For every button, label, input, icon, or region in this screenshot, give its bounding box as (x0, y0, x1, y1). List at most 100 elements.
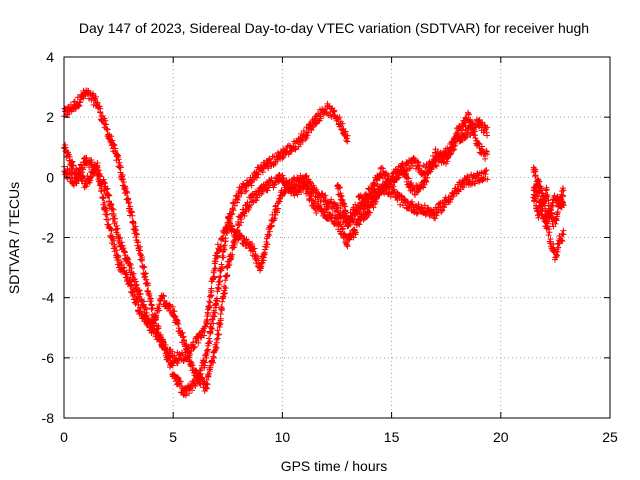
data-point (201, 329, 208, 336)
data-point (460, 184, 467, 191)
data-point (399, 160, 406, 167)
data-point (285, 181, 292, 188)
data-point (341, 203, 348, 210)
data-point (559, 238, 566, 245)
data-point (294, 181, 301, 188)
data-point (229, 211, 236, 218)
data-point (218, 243, 225, 250)
chart-title: Day 147 of 2023, Sidereal Day-to-day VTE… (79, 20, 589, 36)
data-point (224, 272, 231, 279)
data-point (559, 188, 566, 195)
data-point (398, 192, 405, 199)
data-point (220, 254, 227, 261)
data-point (123, 188, 130, 195)
data-point (373, 193, 380, 200)
data-point (551, 192, 558, 199)
data-point (553, 252, 560, 259)
data-point (533, 188, 540, 195)
data-point (169, 303, 176, 310)
data-point (543, 186, 550, 193)
data-point (90, 92, 97, 99)
data-point (124, 196, 131, 203)
data-point (206, 302, 213, 309)
data-point (171, 312, 178, 319)
y-tick-label: -4 (42, 290, 55, 306)
data-point (417, 205, 424, 212)
data-point (370, 204, 377, 211)
data-point (541, 198, 548, 205)
data-point (146, 318, 153, 325)
data-point (100, 176, 107, 183)
data-point (432, 215, 439, 222)
data-point (263, 244, 270, 251)
data-point (238, 216, 245, 223)
data-point (77, 99, 84, 106)
data-point (97, 173, 104, 180)
data-point (462, 122, 469, 129)
data-point (344, 243, 351, 250)
data-point (367, 193, 374, 200)
data-point (450, 191, 457, 198)
x-tick-label: 20 (493, 429, 509, 445)
data-point (104, 211, 111, 218)
data-point (471, 128, 478, 135)
data-point (204, 381, 211, 388)
data-point (253, 174, 260, 181)
data-point (423, 178, 430, 185)
data-point (545, 232, 552, 239)
data-point (147, 318, 154, 325)
data-point (190, 344, 197, 351)
data-point (339, 226, 346, 233)
data-point (380, 168, 387, 175)
data-point (175, 320, 182, 327)
data-point (124, 190, 131, 197)
data-point (390, 183, 397, 190)
data-point (204, 385, 211, 392)
data-point (175, 375, 182, 382)
data-point (198, 333, 205, 340)
data-point (366, 209, 373, 216)
data-point (114, 231, 121, 238)
data-point (229, 251, 236, 258)
data-point (179, 334, 186, 341)
data-point (560, 202, 567, 209)
data-point (211, 354, 218, 361)
data-point (241, 212, 248, 219)
data-points (61, 87, 567, 399)
data-point (415, 201, 422, 208)
data-point (385, 172, 392, 179)
x-tick-label: 15 (384, 429, 400, 445)
data-point (197, 381, 204, 388)
data-point (288, 179, 295, 186)
data-point (264, 240, 271, 247)
data-point (111, 215, 118, 222)
data-point (211, 265, 218, 272)
data-point (231, 202, 238, 209)
data-point (156, 303, 163, 310)
data-point (128, 281, 135, 288)
data-point (318, 115, 325, 122)
data-point (266, 232, 273, 239)
y-tick-label: -2 (42, 230, 55, 246)
data-point (135, 238, 142, 245)
data-point (79, 165, 86, 172)
data-point (297, 141, 304, 148)
data-point (334, 202, 341, 209)
y-tick-label: -6 (42, 350, 55, 366)
data-point (307, 193, 314, 200)
data-point (397, 201, 404, 208)
data-point (253, 253, 260, 260)
data-point (215, 281, 222, 288)
data-point (535, 214, 542, 221)
data-point (145, 282, 152, 289)
data-point (300, 127, 307, 134)
data-point (109, 137, 116, 144)
data-point (97, 105, 104, 112)
data-point (483, 167, 490, 174)
data-point (355, 215, 362, 222)
data-point (352, 229, 359, 236)
data-point (560, 227, 567, 234)
data-point (268, 223, 275, 230)
data-point (366, 203, 373, 210)
